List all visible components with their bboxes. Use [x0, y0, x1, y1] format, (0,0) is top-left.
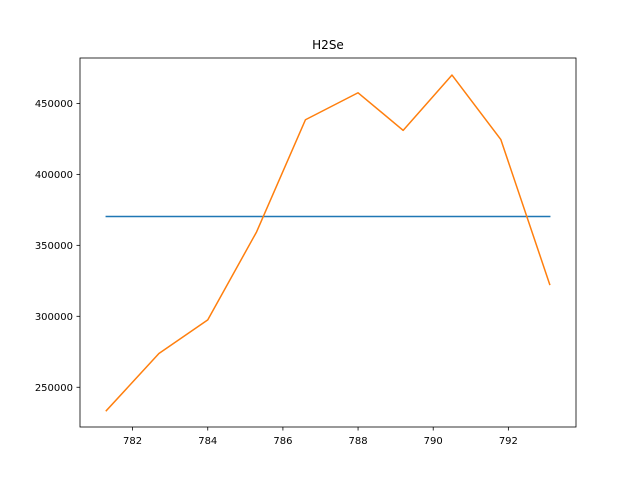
series-layer	[105, 74, 551, 412]
x-tick-label: 784	[198, 436, 217, 447]
y-tick-label: 450000	[35, 99, 73, 110]
x-axis: 782 784 786 788 790 792	[123, 427, 518, 447]
x-tick-label: 790	[424, 436, 443, 447]
x-tick-label: 786	[273, 436, 292, 447]
plot-frame	[79, 57, 577, 428]
y-axis: 250000 300000 350000 400000 450000	[35, 99, 80, 394]
chart-title: H2Se	[312, 38, 344, 52]
x-tick-label: 788	[349, 436, 368, 447]
series-line-2	[105, 74, 551, 412]
y-tick-label: 250000	[35, 383, 73, 394]
x-tick-label: 792	[499, 436, 518, 447]
x-tick-label: 782	[123, 436, 142, 447]
y-tick-label: 300000	[35, 312, 73, 323]
y-tick-label: 400000	[35, 170, 73, 181]
y-tick-label: 350000	[35, 241, 73, 252]
